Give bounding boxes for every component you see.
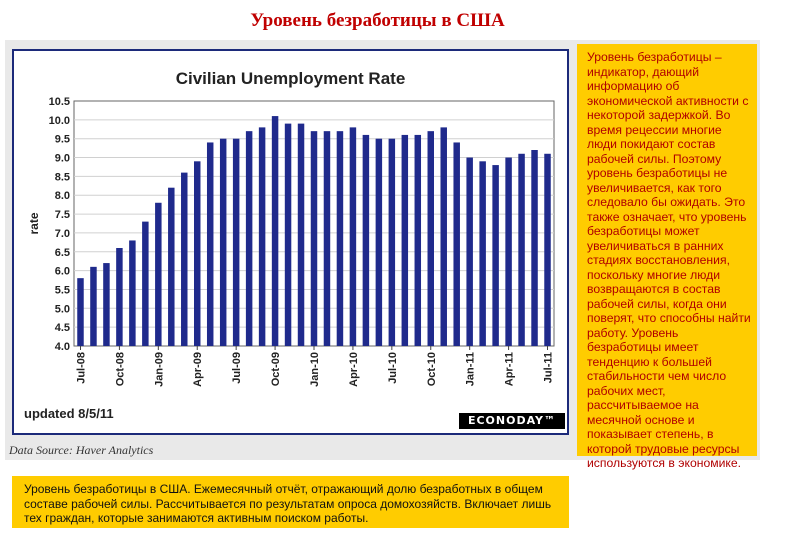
bottom-note: Уровень безработицы в США. Ежемесячный о… <box>12 476 569 528</box>
chart-title: Civilian Unemployment Rate <box>175 69 406 88</box>
bar-apr-10 <box>349 127 357 346</box>
bar-sep-09 <box>258 127 266 346</box>
bar-feb-10 <box>323 131 331 346</box>
econoday-logo: ECONODAY™ <box>459 413 565 429</box>
y-tick-label: 6.5 <box>55 247 70 259</box>
x-tick-label: Jul-08 <box>75 352 87 384</box>
x-tick-label: Jul-09 <box>231 352 243 384</box>
x-tick-label: Jan-09 <box>153 352 165 387</box>
x-tick-label: Jan-11 <box>465 352 477 386</box>
slide-title: Уровень безработицы в США <box>250 10 505 31</box>
y-tick-label: 8.5 <box>55 171 70 183</box>
bar-mar-10 <box>336 131 344 346</box>
bar-oct-09 <box>271 116 279 346</box>
x-tick-label: Apr-10 <box>348 352 360 387</box>
x-tick-label: Jul-10 <box>387 352 399 384</box>
bar-aug-10 <box>401 134 409 346</box>
y-tick-label: 4.5 <box>55 322 70 334</box>
bar-sep-10 <box>414 134 422 346</box>
bar-apr-09 <box>194 161 201 346</box>
bar-mar-11 <box>492 165 499 346</box>
bar-jul-08 <box>77 278 84 346</box>
x-tick-label: Oct-09 <box>270 352 282 386</box>
bar-nov-08 <box>129 240 136 346</box>
bar-jun-11 <box>531 150 538 346</box>
bar-jun-10 <box>375 138 383 346</box>
y-tick-label: 5.5 <box>55 284 70 296</box>
updated-date: updated 8/5/11 <box>24 406 114 421</box>
bar-may-10 <box>362 134 370 346</box>
y-tick-label: 10.5 <box>49 96 70 108</box>
bar-apr-11 <box>505 157 512 346</box>
unemployment-bar-chart: 4.0 4.5 5.0 5.5 6.0 6.5 7.0 7.5 8.0 8.5 9.0 9.5 10.0… <box>27 96 555 387</box>
x-tick-label: Oct-08 <box>114 352 126 386</box>
x-tick-label: Jul-11 <box>543 352 555 383</box>
bar-nov-10 <box>440 127 447 346</box>
bar-oct-08 <box>116 248 123 346</box>
bar-may-09 <box>206 142 214 346</box>
bar-dec-09 <box>297 123 305 346</box>
bar-jan-11 <box>466 157 473 346</box>
side-note: Уровень безработицы – индикатор, дающий … <box>577 44 757 470</box>
x-tick-label: Apr-11 <box>504 352 516 386</box>
x-tick-label: Apr-09 <box>192 352 204 387</box>
bar-dec-10 <box>453 142 460 346</box>
y-tick-label: 9.5 <box>55 134 70 146</box>
y-tick-label: 6.0 <box>55 266 70 278</box>
data-source: Data Source: Haver Analytics <box>9 443 154 457</box>
bar-jul-11 <box>544 153 551 346</box>
x-tick-label: Oct-10 <box>426 352 438 386</box>
y-tick-label: 5.0 <box>55 303 70 315</box>
bar-jan-09 <box>155 202 162 346</box>
y-tick-label: 7.5 <box>55 209 70 221</box>
x-tick-label: Jan-10 <box>309 352 321 387</box>
bar-jul-10 <box>388 138 396 346</box>
bar-jun-09 <box>219 138 227 346</box>
bar-oct-10 <box>427 131 434 346</box>
bar-aug-08 <box>90 266 97 346</box>
y-tick-label: 10.0 <box>49 115 70 127</box>
y-axis-label: rate <box>27 212 41 234</box>
chart-panel: Civilian Unemployment Rate 4.0 4.5 5.0 5.5 6… <box>12 49 569 435</box>
bar-may-11 <box>518 153 525 346</box>
bar-aug-09 <box>245 131 253 346</box>
bar-nov-09 <box>284 123 292 346</box>
bar-feb-09 <box>168 187 175 346</box>
bar-mar-09 <box>181 172 188 346</box>
y-tick-label: 7.0 <box>55 228 70 240</box>
bar-jan-10 <box>310 131 318 346</box>
y-tick-label: 9.0 <box>55 153 70 165</box>
y-tick-label: 8.0 <box>55 190 70 202</box>
bar-sep-08 <box>103 263 110 346</box>
bar-dec-08 <box>142 221 149 346</box>
bar-jul-09 <box>232 138 240 346</box>
bar-feb-11 <box>479 161 486 346</box>
y-tick-label: 4.0 <box>55 341 70 353</box>
